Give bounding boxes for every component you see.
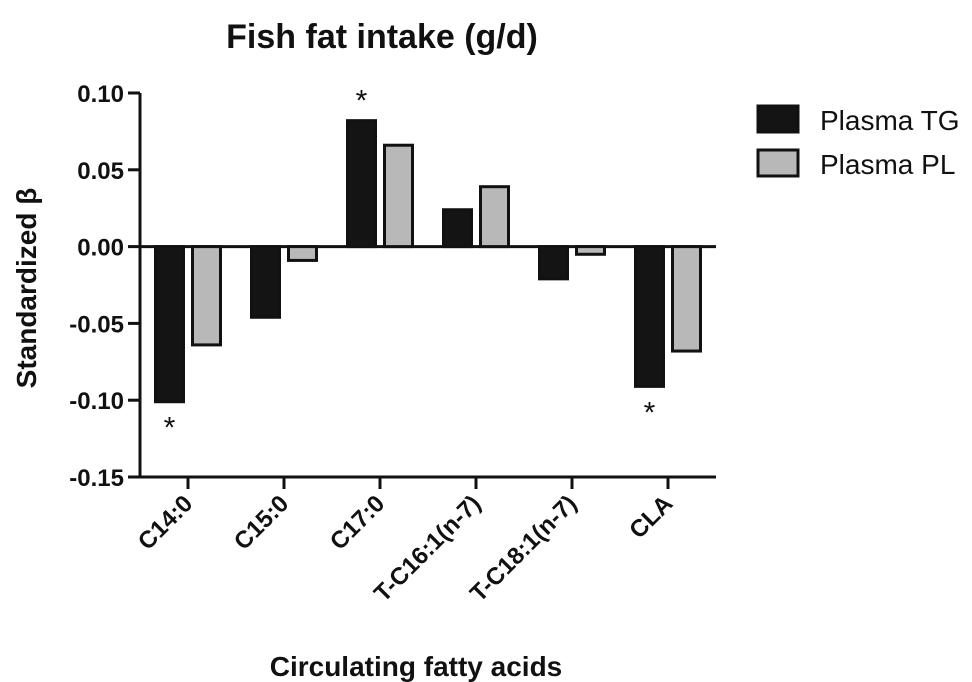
bar-plasma-tg: [634, 245, 665, 388]
y-tick-label: -0.15: [69, 465, 124, 492]
chart-title: Fish fat intake (g/d): [226, 18, 538, 56]
bars: * * *: [154, 85, 702, 445]
significance-marker: *: [164, 412, 176, 445]
significance-marker: *: [356, 85, 368, 118]
x-tick-labels: C14:0 C15:0 C17:0T-C16:1(n-7)T-C18:1(n-7) C…: [133, 490, 678, 607]
x-tick-label: C14:0: [133, 490, 198, 555]
bar-plasma-pl: [479, 185, 510, 249]
legend: Plasma TG Plasma PL: [756, 104, 960, 180]
y-tick-label: -0.05: [69, 311, 124, 338]
x-tick-label: C15:0: [229, 490, 294, 555]
x-tick-label: C17:0: [325, 490, 390, 555]
bar-plasma-tg: [538, 245, 569, 281]
x-tick-label: CLA: [624, 490, 678, 544]
legend-swatch: [756, 148, 800, 178]
bar-plasma-tg: [250, 245, 281, 319]
bar-plasma-pl: [287, 245, 318, 262]
y-tick-label: 0.10: [77, 81, 124, 108]
y-tick-label: -0.10: [69, 388, 124, 415]
y-tick-label: 0.05: [77, 158, 124, 185]
legend-swatch: [756, 104, 800, 134]
bar-plasma-pl: [383, 143, 414, 249]
bar-plasma-pl: [575, 245, 606, 256]
significance-marker: *: [644, 396, 656, 429]
legend-label: Plasma TG: [820, 105, 960, 136]
x-axis-title: Circulating fatty acids: [270, 651, 563, 682]
y-tick-label: 0.00: [77, 235, 124, 262]
bar-plasma-tg: [154, 245, 185, 404]
bar-plasma-pl: [671, 245, 702, 353]
bar-plasma-tg: [346, 119, 377, 249]
bar-plasma-pl: [191, 245, 222, 347]
bar-plasma-tg: [442, 208, 473, 249]
legend-label: Plasma PL: [820, 149, 955, 180]
y-axis-title: Standardized β: [11, 188, 42, 389]
axes: 0.10 0.05 0.00 -0.05 -0.10 -0.15: [69, 81, 716, 492]
